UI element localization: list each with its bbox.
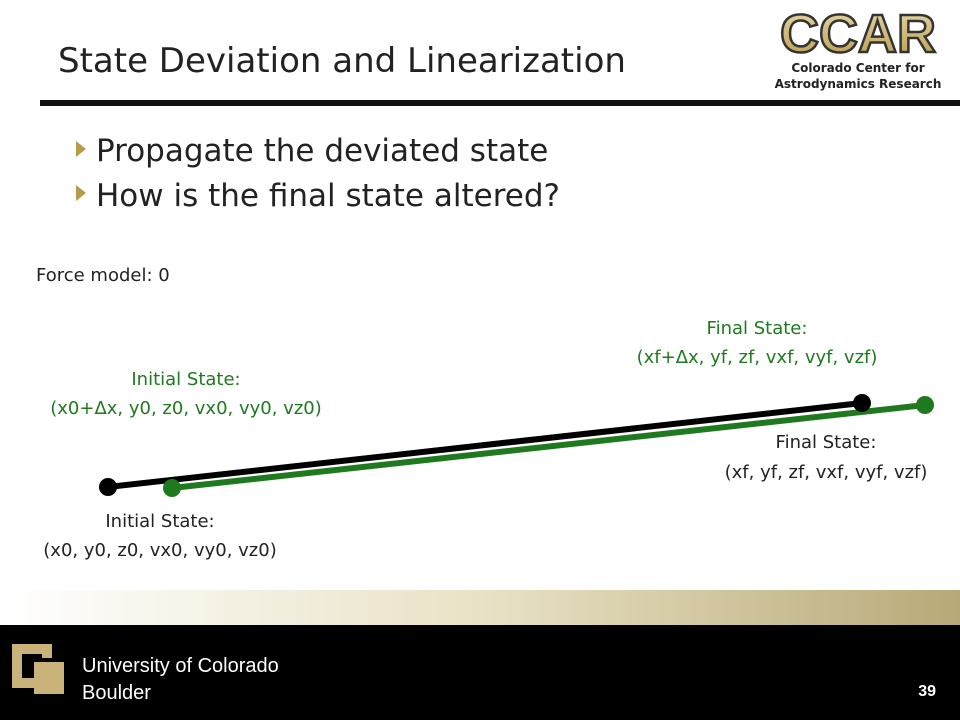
bullet: How is the final state altered? [96,178,560,214]
university: University of Colorado [82,655,279,677]
university: Boulder [82,682,151,704]
bullet-icon [76,141,86,157]
deviated-initial-point [163,479,181,497]
title-rule [40,100,960,106]
state-title: Initial State: [105,511,214,532]
nominal-trajectory [107,400,863,490]
state-vector: (xf, yf, zf, vxf, vyf, vzf) [725,462,928,483]
deviated-final-point [916,396,934,414]
logo-subtitle: Colorado Center for [791,61,924,75]
page-number: 39 [918,683,936,700]
state-title: Initial State: [131,369,240,390]
state-vector: (x0, y0, z0, vx0, vy0, vz0) [43,540,276,561]
logo-subtitle: Astrodynamics Research [775,77,942,91]
deviated-trajectory [171,402,926,491]
footer [0,625,960,720]
state-title: Final State: [707,318,808,339]
state-vector: (x0+Δx, y0, z0, vx0, vy0, vz0) [50,398,322,419]
initial-point [99,478,117,496]
bullet: Propagate the deviated state [96,133,548,169]
bullet-icon [76,185,86,201]
footer-band [0,590,960,625]
force-model: Force model: 0 [36,265,170,286]
final-point [853,394,871,412]
slide-title: State Deviation and Linearization [58,41,626,81]
cu-logo [12,644,64,694]
state-title: Final State: [776,432,877,453]
state-vector: (xf+Δx, yf, zf, vxf, vyf, vzf) [637,347,878,368]
logo: CCAR [780,4,936,64]
